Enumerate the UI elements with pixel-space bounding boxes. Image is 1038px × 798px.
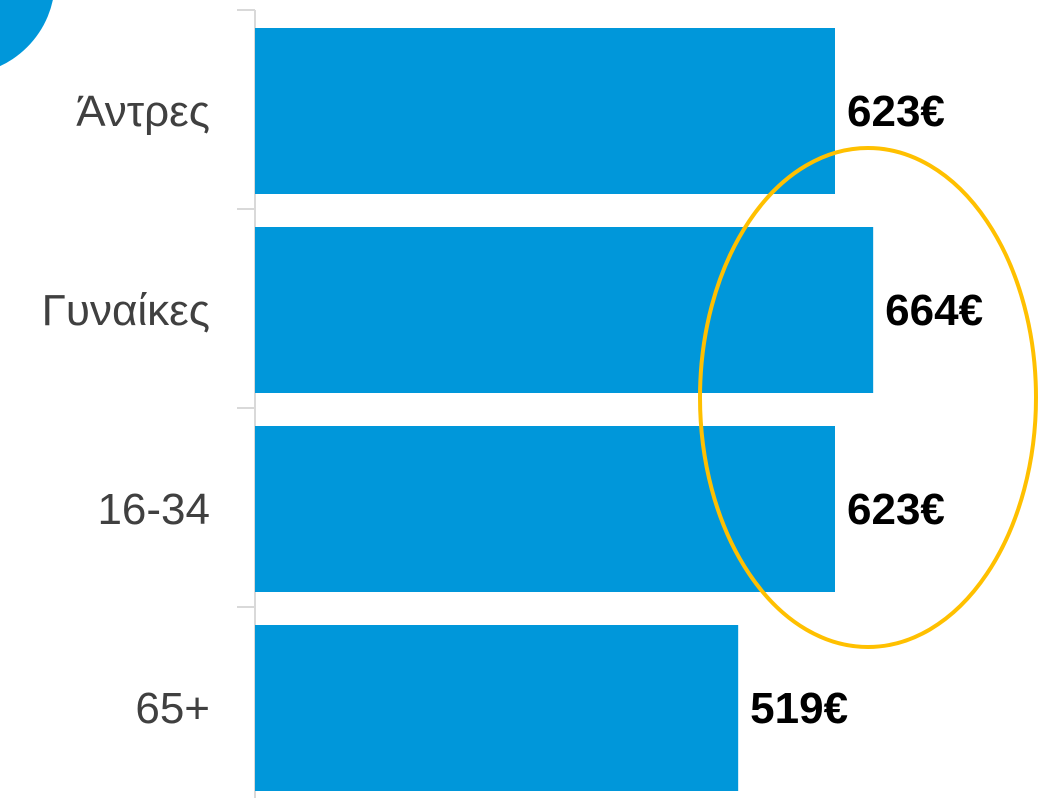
bar-4 <box>255 625 739 791</box>
value-label: 623€ <box>847 485 945 534</box>
category-label: 65+ <box>135 684 210 733</box>
axis-layer <box>237 9 256 798</box>
bar-1 <box>255 28 835 194</box>
category-label: 16-34 <box>97 485 210 534</box>
value-label: 664€ <box>885 286 983 335</box>
category-label: Γυναίκες <box>42 286 210 335</box>
corner-decoration <box>0 0 53 67</box>
category-label: Άντρες <box>76 87 210 136</box>
highlight-ellipse <box>698 146 1038 649</box>
value-label: 519€ <box>750 684 848 733</box>
bars-layer <box>255 28 874 791</box>
labels-layer: Άντρες 623€ Γυναίκες 664€ 16-34 623€ 65+ 519€ <box>42 87 983 733</box>
highlight-layer <box>698 146 1038 649</box>
value-label: 623€ <box>847 87 945 136</box>
bar-2 <box>255 227 874 393</box>
bar-3 <box>255 426 835 592</box>
